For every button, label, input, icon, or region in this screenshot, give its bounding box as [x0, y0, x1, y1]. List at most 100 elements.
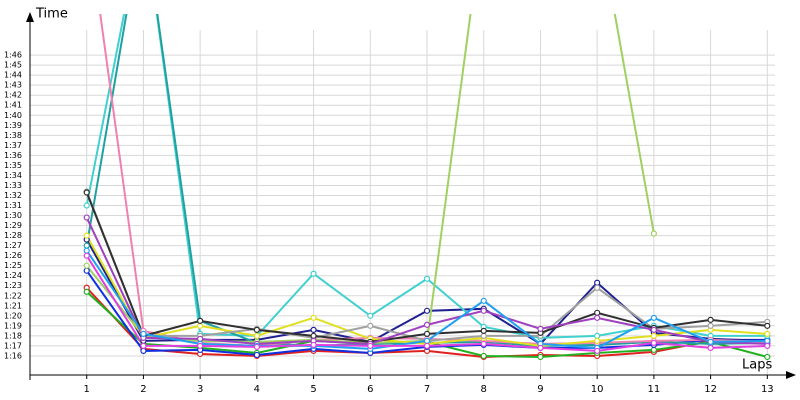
point — [197, 322, 204, 329]
y-tick-label: 1:42 — [4, 91, 22, 100]
point — [197, 317, 204, 324]
y-tick-label: 1:21 — [4, 301, 22, 310]
point — [83, 247, 90, 254]
y-arrow — [26, 12, 34, 22]
y-tick-label: 1:37 — [4, 141, 22, 150]
x-tick-label: 2 — [140, 384, 146, 395]
point — [480, 332, 487, 339]
point — [423, 275, 431, 282]
point — [650, 339, 657, 347]
x-tick-label: 4 — [254, 384, 260, 395]
y-tick-label: 1:36 — [4, 151, 22, 160]
x-tick-label: 7 — [424, 384, 430, 395]
point — [423, 337, 431, 345]
point — [537, 353, 544, 361]
y-tick-label: 1:46 — [4, 51, 22, 60]
y-tick-label: 1:27 — [4, 241, 22, 250]
x-tick-label: 3 — [197, 384, 203, 395]
point — [197, 342, 204, 350]
point — [83, 242, 90, 249]
point — [594, 279, 601, 286]
point — [83, 232, 90, 239]
point — [480, 307, 487, 314]
point — [83, 288, 90, 295]
point — [83, 202, 90, 209]
y-tick-label: 1:35 — [4, 161, 22, 170]
point — [594, 284, 601, 291]
y-tick-label: 1:44 — [4, 71, 22, 80]
point — [594, 332, 601, 339]
x-tick-label: 13 — [761, 384, 774, 395]
point — [253, 343, 260, 351]
point — [764, 342, 771, 350]
x-tick-label: 10 — [591, 384, 604, 395]
point — [480, 327, 487, 334]
point — [367, 312, 374, 319]
y-tick-label: 1:40 — [4, 111, 22, 120]
y-tick-label: 1:18 — [4, 331, 22, 340]
point — [764, 330, 771, 337]
y-axis-title: Time — [35, 7, 68, 22]
y-tick-label: 1:23 — [4, 281, 22, 290]
x-tick-label: 1 — [84, 384, 90, 395]
point — [83, 189, 90, 196]
point — [83, 267, 90, 274]
point — [707, 344, 714, 352]
point — [140, 342, 147, 350]
point — [423, 321, 431, 328]
point — [367, 342, 374, 350]
y-tick-label: 1:26 — [4, 251, 22, 260]
point — [253, 332, 260, 339]
y-tick-label: 1:43 — [4, 81, 22, 90]
point — [140, 347, 147, 355]
x-arrow — [786, 371, 796, 379]
x-tick-label: 6 — [367, 384, 373, 395]
point — [480, 340, 487, 348]
y-tick-label: 1:25 — [4, 261, 22, 270]
point — [480, 297, 487, 304]
point — [537, 344, 544, 352]
point — [650, 346, 657, 354]
point — [650, 230, 657, 237]
x-tick-label: 12 — [704, 384, 717, 395]
point — [764, 353, 771, 361]
point — [764, 322, 771, 329]
point — [650, 326, 657, 333]
x-tick-label: 11 — [648, 384, 661, 395]
point — [480, 352, 487, 360]
y-tick-label: 1:16 — [4, 351, 22, 360]
point — [423, 330, 431, 337]
point — [310, 341, 317, 349]
point — [253, 326, 260, 333]
point — [83, 262, 90, 269]
y-tick-label: 1:19 — [4, 321, 22, 330]
y-tick-label: 1:17 — [4, 341, 22, 350]
point — [253, 351, 260, 359]
point — [707, 338, 714, 346]
x-tick-label: 8 — [481, 384, 487, 395]
y-tick-label: 1:29 — [4, 221, 22, 230]
point — [764, 337, 771, 345]
point — [594, 314, 601, 321]
point — [83, 214, 90, 221]
y-tick-label: 1:45 — [4, 61, 22, 70]
x-axis-title: Laps — [742, 358, 772, 373]
point — [310, 314, 317, 321]
y-tick-label: 1:31 — [4, 201, 22, 210]
point — [310, 270, 317, 277]
y-tick-label: 1:28 — [4, 231, 22, 240]
point — [423, 307, 431, 314]
y-tick-label: 1:24 — [4, 271, 22, 280]
point — [707, 322, 714, 329]
y-tick-label: 1:39 — [4, 121, 22, 130]
y-tick-label: 1:33 — [4, 181, 22, 190]
x-tick-label: 5 — [310, 384, 316, 395]
point — [594, 309, 601, 316]
y-tick-label: 1:34 — [4, 171, 22, 180]
x-tick-label: 9 — [537, 384, 543, 395]
point — [594, 337, 601, 345]
point — [650, 314, 657, 321]
point — [537, 325, 544, 332]
point — [650, 332, 657, 339]
